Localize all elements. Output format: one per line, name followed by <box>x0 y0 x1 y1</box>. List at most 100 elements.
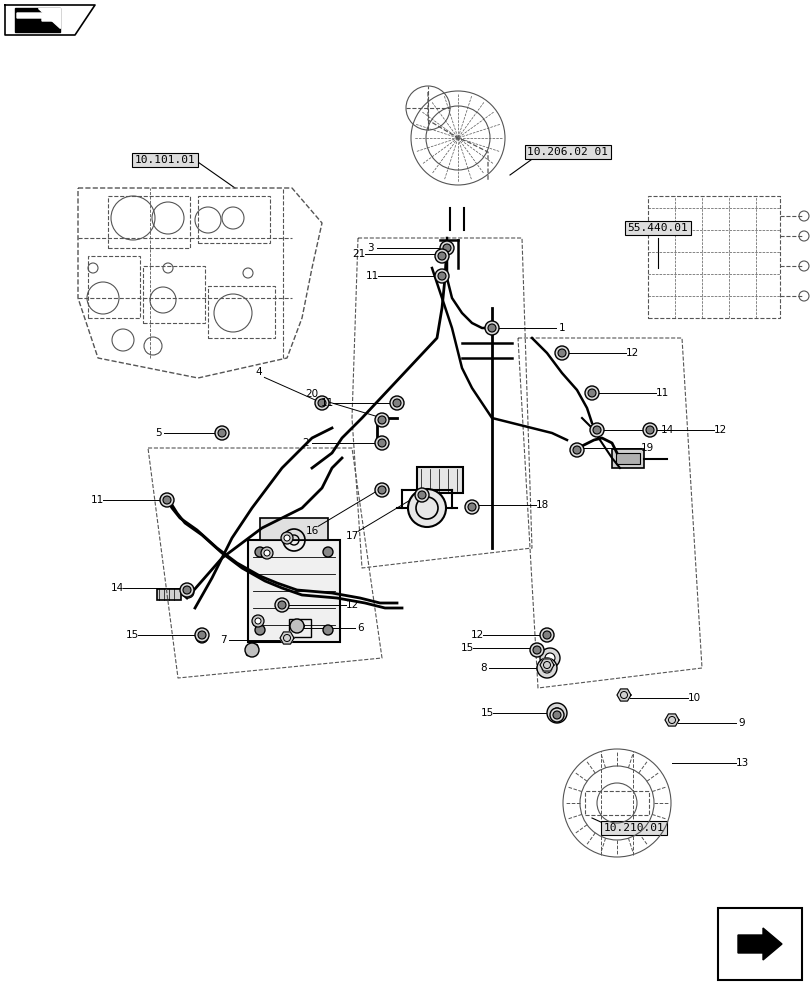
Bar <box>717 908 801 980</box>
Circle shape <box>281 532 293 544</box>
Text: 18: 18 <box>534 500 548 510</box>
Circle shape <box>414 488 428 502</box>
Polygon shape <box>539 659 553 671</box>
Circle shape <box>378 486 385 494</box>
Text: 7: 7 <box>220 635 226 645</box>
Bar <box>417 467 462 493</box>
Circle shape <box>587 389 595 397</box>
Bar <box>616 453 639 464</box>
Circle shape <box>590 423 603 437</box>
Text: 12: 12 <box>624 348 637 358</box>
Text: 15: 15 <box>460 643 473 653</box>
Circle shape <box>163 496 171 504</box>
Bar <box>289 619 311 637</box>
Text: 11: 11 <box>365 271 378 281</box>
Text: 5: 5 <box>155 428 161 438</box>
Text: 17: 17 <box>345 531 358 541</box>
Bar <box>584 791 648 815</box>
Text: 10.101.01: 10.101.01 <box>135 155 195 165</box>
Text: 8: 8 <box>479 663 486 673</box>
Circle shape <box>255 547 264 557</box>
Circle shape <box>245 643 259 657</box>
Circle shape <box>318 399 325 407</box>
Text: 16: 16 <box>305 526 318 536</box>
Circle shape <box>264 550 270 556</box>
Circle shape <box>573 446 581 454</box>
Bar <box>260 518 328 540</box>
Text: 1: 1 <box>558 323 564 333</box>
Circle shape <box>551 708 561 718</box>
Circle shape <box>315 396 328 410</box>
Bar <box>208 286 275 338</box>
Polygon shape <box>17 10 57 21</box>
Circle shape <box>539 628 553 642</box>
Circle shape <box>437 252 445 260</box>
Text: 12: 12 <box>345 600 358 610</box>
Text: 3: 3 <box>367 243 373 253</box>
Circle shape <box>378 416 385 424</box>
Circle shape <box>195 628 208 642</box>
Circle shape <box>275 598 289 612</box>
Circle shape <box>251 615 264 627</box>
Circle shape <box>642 423 656 437</box>
Polygon shape <box>737 928 781 960</box>
Circle shape <box>487 324 496 332</box>
Bar <box>157 589 181 600</box>
Circle shape <box>277 601 285 609</box>
Circle shape <box>435 269 448 283</box>
Circle shape <box>182 586 191 594</box>
Bar <box>143 266 204 323</box>
Text: 19: 19 <box>640 443 653 453</box>
Circle shape <box>215 426 229 440</box>
Circle shape <box>569 443 583 457</box>
Circle shape <box>323 547 333 557</box>
Text: 10.206.02 01: 10.206.02 01 <box>527 147 607 157</box>
Bar <box>611 449 643 468</box>
Circle shape <box>323 625 333 635</box>
Text: 14: 14 <box>110 583 123 593</box>
Circle shape <box>284 535 290 541</box>
Polygon shape <box>5 5 95 35</box>
Text: 2: 2 <box>302 438 308 448</box>
Circle shape <box>198 631 206 639</box>
Circle shape <box>557 349 565 357</box>
Polygon shape <box>616 689 630 701</box>
Circle shape <box>407 489 445 527</box>
Circle shape <box>160 493 174 507</box>
Text: 10: 10 <box>687 693 700 703</box>
Circle shape <box>592 426 600 434</box>
Text: 14: 14 <box>659 425 673 435</box>
Circle shape <box>547 703 566 723</box>
Circle shape <box>217 429 225 437</box>
Circle shape <box>646 426 653 434</box>
Text: 20: 20 <box>305 389 318 399</box>
Circle shape <box>536 658 556 678</box>
Circle shape <box>539 648 560 668</box>
Circle shape <box>440 241 453 255</box>
Circle shape <box>532 646 540 654</box>
Circle shape <box>375 413 388 427</box>
Bar <box>198 196 270 243</box>
Text: 10.210.01: 10.210.01 <box>603 823 663 833</box>
Text: 21: 21 <box>352 249 366 259</box>
Text: 11: 11 <box>90 495 104 505</box>
Text: 12: 12 <box>470 630 483 640</box>
Bar <box>247 540 340 642</box>
Circle shape <box>199 634 204 640</box>
Circle shape <box>437 272 445 280</box>
Polygon shape <box>664 714 678 726</box>
Polygon shape <box>280 632 294 644</box>
Text: 4: 4 <box>255 367 261 377</box>
Circle shape <box>378 439 385 447</box>
Circle shape <box>552 711 560 719</box>
Circle shape <box>260 547 272 559</box>
Text: 9: 9 <box>738 718 744 728</box>
Text: 12: 12 <box>713 425 726 435</box>
Circle shape <box>290 619 303 633</box>
Bar <box>647 196 779 318</box>
Bar <box>108 196 190 248</box>
Circle shape <box>554 346 569 360</box>
Circle shape <box>375 483 388 497</box>
Circle shape <box>544 653 554 663</box>
Circle shape <box>182 586 194 598</box>
